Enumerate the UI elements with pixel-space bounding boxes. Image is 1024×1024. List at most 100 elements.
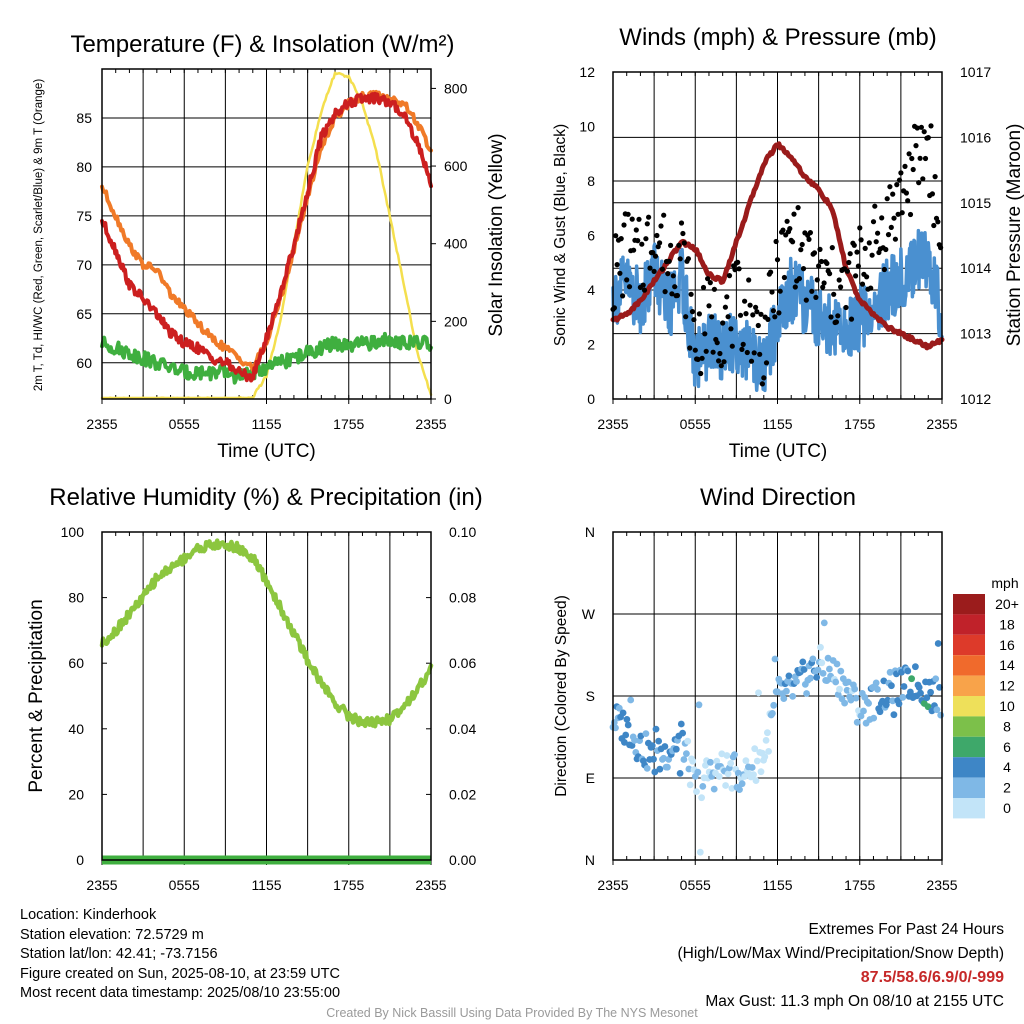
- gust-dot: [709, 314, 715, 320]
- gust-dot: [722, 304, 729, 310]
- direction-dot: [845, 678, 852, 686]
- station-location: Location: Kinderhook: [20, 907, 157, 923]
- direction-dot: [908, 675, 915, 683]
- gust-dot: [763, 360, 770, 366]
- legend-label: 6: [1003, 739, 1011, 755]
- station-latlon: Station lat/lon: 42.41; -73.7156: [20, 946, 218, 962]
- gust-dot: [843, 304, 849, 311]
- direction-dot: [832, 678, 840, 686]
- direction-dot: [727, 760, 735, 767]
- legend-label: 20+: [995, 596, 1019, 612]
- y-tick-label: 8: [587, 173, 595, 189]
- chart-title: Temperature (F) & Insolation (W/m²): [70, 31, 454, 58]
- gust-dot: [885, 232, 892, 238]
- gust-dot: [710, 349, 716, 355]
- direction-dot: [699, 783, 707, 790]
- gust-dot: [750, 312, 756, 318]
- gust-dot: [725, 314, 731, 320]
- gust-dot: [717, 350, 723, 357]
- y-tick-label: 4: [587, 282, 595, 298]
- gust-dot: [824, 260, 830, 266]
- gust-dot: [935, 219, 941, 225]
- gust-dot: [868, 285, 874, 291]
- direction-dot: [852, 694, 860, 702]
- x-axis-label: Time (UTC): [729, 441, 828, 462]
- gust-dot: [847, 251, 853, 257]
- direction-dot: [643, 765, 651, 772]
- direction-dot: [615, 704, 623, 712]
- gust-dot: [643, 236, 649, 242]
- gust-dot: [891, 215, 897, 221]
- gust-dot: [614, 262, 620, 268]
- x-tick-label: 1755: [333, 416, 364, 432]
- direction-dot: [771, 655, 779, 663]
- gust-dot: [685, 256, 692, 262]
- gust-dot: [776, 310, 782, 316]
- y-axis-label-left: Direction (Colored By Speed): [553, 595, 570, 797]
- direction-dot: [841, 699, 848, 707]
- y-right-tick-label: 0.02: [449, 786, 476, 802]
- legend-swatch: [953, 655, 985, 676]
- gust-dot: [896, 177, 903, 183]
- gust-dot: [676, 242, 682, 248]
- y-right-tick-label: 1017: [960, 64, 991, 80]
- gust-dot: [831, 291, 837, 297]
- y-axis-label-left: Percent & Precipitation: [26, 599, 47, 792]
- x-tick-label: 2355: [597, 877, 628, 893]
- gust-dot: [716, 358, 722, 364]
- direction-dot: [713, 757, 721, 765]
- y-tick-label: 40: [68, 721, 84, 737]
- y-right-tick-label: 0.10: [449, 524, 476, 540]
- gust-dot: [875, 230, 881, 236]
- chart-title: Winds (mph) & Pressure (mb): [619, 24, 936, 51]
- gust-dot: [913, 143, 919, 149]
- y-tick-label: N: [585, 524, 595, 540]
- direction-dot: [912, 663, 919, 671]
- legend-label: 0: [1003, 800, 1011, 816]
- direction-dot: [650, 755, 657, 763]
- gust-dot: [681, 240, 687, 246]
- gust-dot: [866, 240, 872, 246]
- direction-dot: [755, 689, 762, 697]
- station-info: Location: Kinderhook Station elevation: …: [20, 906, 340, 1004]
- gust-dot: [670, 273, 676, 279]
- direction-dot: [685, 765, 693, 773]
- y-axis-label-left: Sonic Wind & Gust (Blue, Black): [552, 124, 569, 346]
- gust-dot: [932, 174, 938, 180]
- gust-dot: [658, 223, 664, 229]
- direction-dot: [748, 764, 756, 771]
- gust-dot: [859, 281, 866, 287]
- legend-label: 10: [999, 698, 1015, 714]
- y-tick-label: 100: [61, 524, 85, 540]
- gust-dot: [669, 291, 675, 297]
- direction-dot: [621, 739, 628, 746]
- direction-dot: [917, 689, 924, 697]
- direction-dot: [761, 753, 769, 761]
- max-gust: Max Gust: 11.3 mph On 08/10 at 2155 UTC: [705, 993, 1004, 1010]
- y-right-tick-label: 1013: [960, 326, 991, 342]
- legend-label: 18: [999, 616, 1015, 632]
- direction-dot: [793, 678, 800, 685]
- gust-dot: [906, 151, 912, 157]
- direction-dot: [907, 688, 914, 696]
- direction-dot: [676, 770, 684, 777]
- direction-dot: [851, 685, 859, 693]
- y-tick-label: 2: [587, 337, 595, 353]
- gust-dot: [687, 345, 693, 351]
- gust-dot: [746, 277, 752, 283]
- direction-dot: [904, 667, 912, 675]
- x-axis-label: Time (UTC): [217, 441, 316, 462]
- gust-dot: [803, 297, 809, 303]
- direction-dot: [847, 696, 855, 704]
- y-right-tick-label: 0.08: [449, 590, 476, 606]
- gust-dot: [702, 331, 708, 337]
- direction-dot: [718, 750, 726, 758]
- gust-dot: [920, 176, 926, 182]
- direction-dot: [686, 781, 694, 789]
- y-tick-label: 6: [587, 228, 595, 244]
- gust-dot: [705, 276, 711, 282]
- gust-dot: [758, 311, 764, 317]
- direction-dot: [731, 751, 738, 758]
- gust-dot: [674, 292, 681, 299]
